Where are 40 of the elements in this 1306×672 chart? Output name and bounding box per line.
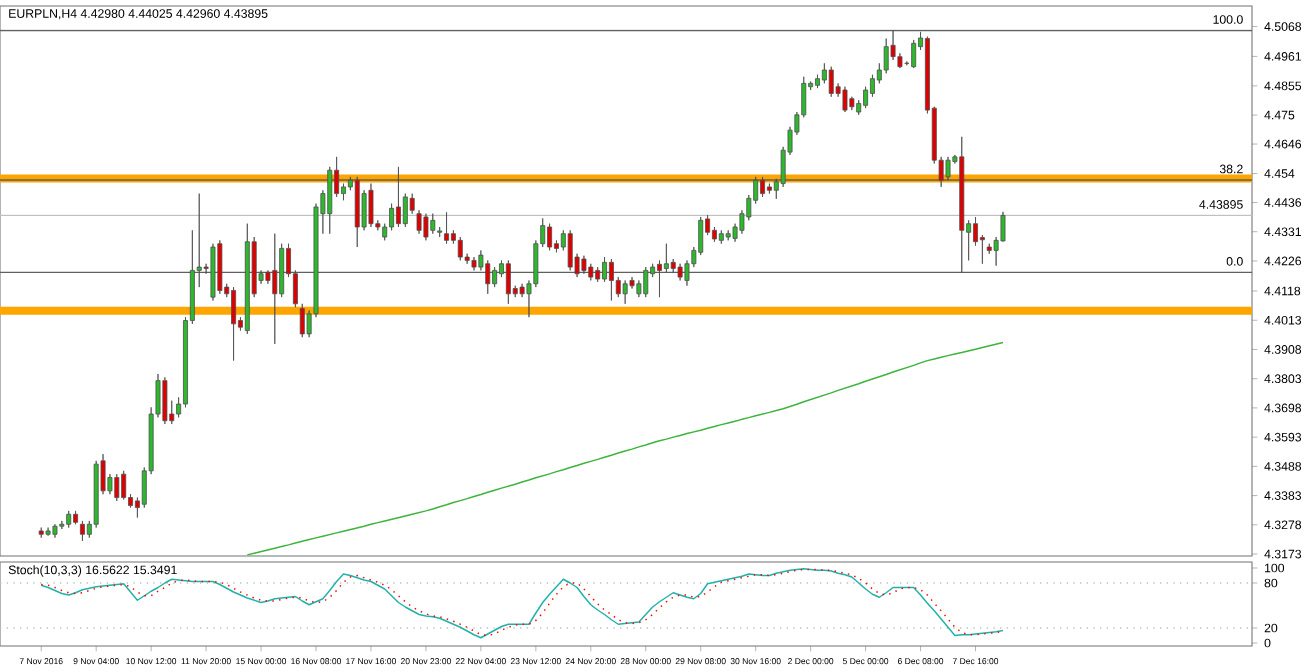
- candlestick: [725, 229, 731, 241]
- candlestick: [457, 236, 463, 261]
- candlestick: [492, 266, 498, 288]
- candlestick: [423, 213, 429, 241]
- candlestick: [588, 263, 594, 281]
- candlestick: [505, 260, 511, 305]
- candlestick: [244, 223, 250, 335]
- candlestick: [299, 303, 305, 338]
- candlestick: [718, 229, 724, 245]
- candlestick: [66, 510, 72, 528]
- candlestick: [114, 473, 120, 502]
- candlestick: [567, 229, 573, 271]
- candlestick: [842, 86, 848, 113]
- candlestick: [911, 39, 917, 69]
- candlestick: [945, 156, 951, 181]
- candlestick: [608, 258, 614, 301]
- candlestick: [395, 166, 401, 228]
- candlestick: [547, 223, 553, 251]
- candlestick: [444, 211, 449, 245]
- candlestick: [272, 233, 278, 345]
- candlestick: [79, 520, 85, 542]
- candlestick: [231, 286, 237, 362]
- candlestick: [38, 527, 44, 539]
- candlestick: [52, 523, 58, 539]
- candlestick: [622, 280, 628, 305]
- candlestick: [643, 266, 649, 298]
- candlestick: [162, 376, 168, 425]
- candlestick: [217, 239, 223, 295]
- candlestick: [368, 183, 374, 228]
- candlestick: [581, 255, 587, 275]
- candlestick: [73, 510, 79, 525]
- candlestick: [471, 256, 477, 271]
- candlestick: [760, 176, 766, 198]
- candlestick: [959, 136, 965, 273]
- candlestick: [210, 243, 216, 301]
- candlestick: [121, 470, 127, 500]
- candlestick: [354, 176, 360, 248]
- candlestick: [677, 263, 683, 281]
- candlestick: [430, 213, 436, 235]
- candlestick: [828, 66, 834, 98]
